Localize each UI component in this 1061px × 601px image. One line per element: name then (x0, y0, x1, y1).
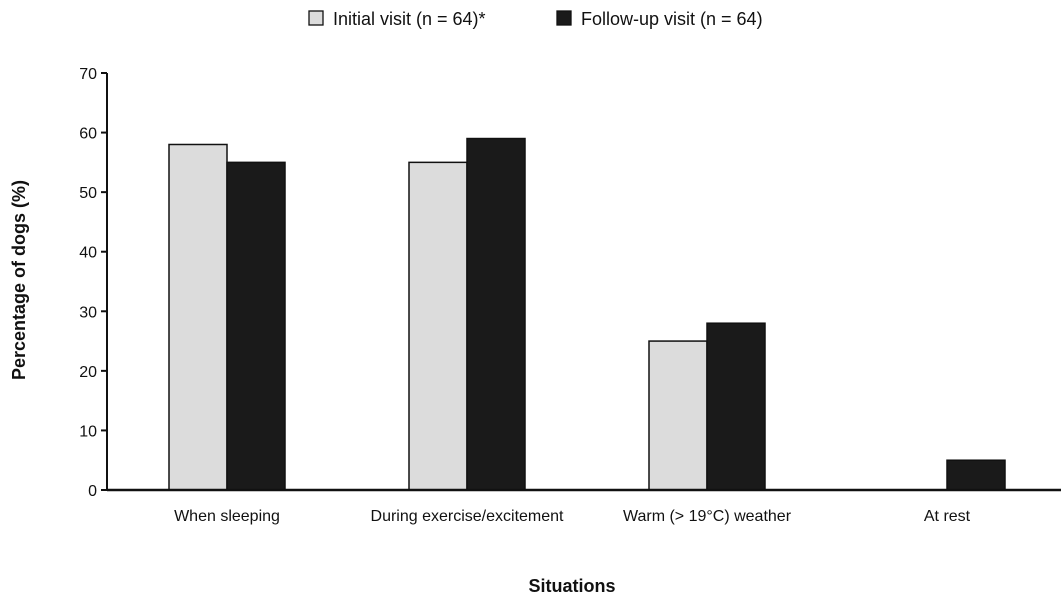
bars-group (168, 137, 1006, 491)
x-category-label: When sleeping (174, 508, 280, 525)
legend-label: Initial visit (n = 64)* (333, 9, 486, 29)
y-tick-label: 10 (79, 423, 97, 440)
bar-follow-up (466, 137, 526, 491)
y-tick-label: 30 (79, 304, 97, 321)
y-axis-title: Percentage of dogs (%) (9, 180, 29, 380)
bar-initial (408, 161, 468, 491)
legend: Initial visit (n = 64)* Follow-up visit (… (308, 9, 763, 29)
y-tick-label: 60 (79, 126, 97, 143)
legend-label: Follow-up visit (n = 64) (581, 9, 763, 29)
x-axis-title: Situations (528, 576, 615, 596)
legend-swatch (308, 10, 324, 26)
y-tick-label: 70 (79, 66, 97, 83)
y-tick-label: 0 (88, 483, 97, 500)
y-tick-label: 50 (79, 185, 97, 202)
x-category-label: Warm (> 19°C) weather (623, 508, 792, 525)
legend-item: Follow-up visit (n = 64) (556, 9, 763, 29)
legend-item: Initial visit (n = 64)* (308, 9, 486, 29)
x-category-label: At rest (924, 508, 971, 525)
x-category-label: During exercise/excitement (371, 508, 565, 525)
y-axis: 0 10 20 30 40 50 60 70 (79, 66, 108, 500)
bar-follow-up (946, 459, 1006, 491)
y-tick-label: 40 (79, 245, 97, 262)
legend-swatch (556, 10, 572, 26)
y-tick-label: 20 (79, 364, 97, 381)
bar-follow-up (706, 322, 766, 491)
bar-initial (168, 143, 228, 491)
bar-initial (648, 340, 708, 491)
x-axis: When sleeping During exercise/excitement W… (107, 488, 1061, 525)
bar-follow-up (226, 161, 286, 491)
